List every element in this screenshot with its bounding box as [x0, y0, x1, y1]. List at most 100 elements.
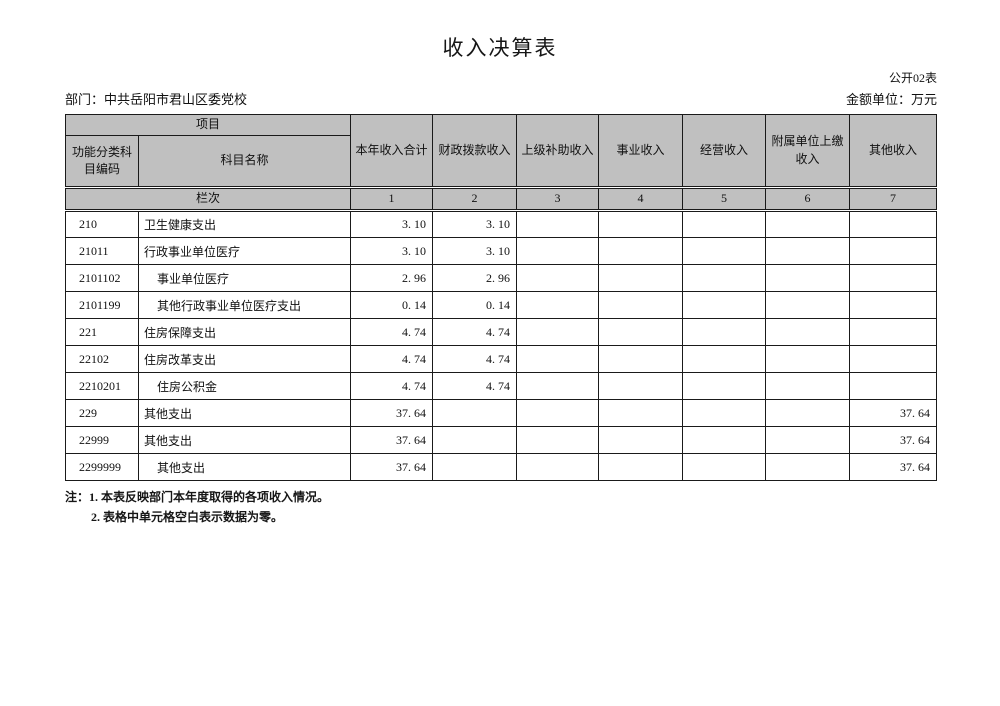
meta-line: 部门：中共岳阳市君山区委党校 金额单位：万元: [0, 89, 1000, 108]
row-value: [765, 372, 851, 400]
department-label: 部门：中共岳阳市君山区委党校: [65, 92, 248, 107]
row-value: [516, 237, 600, 265]
row-value: [432, 426, 518, 454]
row-value: 37. 64: [849, 426, 938, 454]
row-value: 37. 64: [350, 453, 434, 481]
row-value: [432, 453, 518, 481]
row-value: 2. 96: [350, 264, 434, 292]
row-value: [682, 399, 767, 427]
row-value: [765, 318, 851, 346]
row-value: [682, 237, 767, 265]
table-body: 210 卫生健康支出 3. 10 3. 10 21011 行政事业单位医疗 3.…: [65, 210, 938, 481]
header-row-band: 栏次: [64, 186, 352, 212]
row-function-code: 2101102: [65, 264, 139, 292]
header-subject-name: 科目名称: [137, 135, 352, 188]
row-value: [682, 210, 767, 238]
row-value: [598, 210, 684, 238]
row-function-code: 22102: [65, 345, 139, 373]
table-row: 221 住房保障支出 4. 74 4. 74: [65, 318, 938, 346]
row-value: 37. 64: [849, 399, 938, 427]
header-col-operating-income: 经营收入: [682, 114, 767, 188]
row-subject-name: 其他支出: [137, 453, 352, 481]
row-value: 0. 14: [432, 291, 518, 319]
header-col-superior-subsidy: 上级补助收入: [516, 114, 600, 188]
row-value: [765, 291, 851, 319]
row-value: 4. 74: [350, 345, 434, 373]
row-value: [598, 237, 684, 265]
row-value: 37. 64: [350, 399, 434, 427]
row-value: [849, 237, 938, 265]
row-value: 3. 10: [350, 237, 434, 265]
row-value: [598, 264, 684, 292]
row-value: [516, 210, 600, 238]
row-value: [516, 264, 600, 292]
table-row: 2299999 其他支出 37. 64 37. 64: [65, 453, 938, 481]
row-value: [516, 291, 600, 319]
row-value: [849, 345, 938, 373]
header-col-number: 1: [350, 186, 434, 212]
row-subject-name: 其他行政事业单位医疗支出: [137, 291, 352, 319]
header-col-subordinate-remittance: 附属单位上缴收入: [765, 114, 851, 188]
row-function-code: 2210201: [65, 372, 139, 400]
header-function-code: 功能分类科目编码: [65, 135, 139, 188]
row-subject-name: 住房改革支出: [137, 345, 352, 373]
row-subject-name: 行政事业单位医疗: [137, 237, 352, 265]
row-value: 3. 10: [432, 210, 518, 238]
header-col-fiscal-appropriation: 财政拨款收入: [432, 114, 518, 188]
table-row: 2101199 其他行政事业单位医疗支出 0. 14 0. 14: [65, 291, 938, 319]
footnote-1: 注：1. 本表反映部门本年度取得的各项收入情况。: [65, 490, 330, 504]
row-value: 4. 74: [432, 318, 518, 346]
footnotes: 注：1. 本表反映部门本年度取得的各项收入情况。 2. 表格中单元格空白表示数据…: [65, 487, 1000, 527]
row-value: [598, 453, 684, 481]
row-value: [765, 237, 851, 265]
row-value: [765, 264, 851, 292]
row-value: [598, 399, 684, 427]
amount-unit-label: 金额单位：万元: [845, 92, 937, 107]
row-value: [598, 345, 684, 373]
header-col-number: 4: [598, 186, 684, 212]
header-col-other-income: 其他收入: [849, 114, 938, 188]
header-project: 项目: [64, 114, 352, 136]
header-col-number: 6: [765, 186, 851, 212]
header-col-number: 2: [432, 186, 518, 212]
row-function-code: 221: [65, 318, 139, 346]
row-value: [682, 291, 767, 319]
row-function-code: 210: [65, 210, 139, 238]
table-row: 2210201 住房公积金 4. 74 4. 74: [65, 372, 938, 400]
row-function-code: 22999: [65, 426, 139, 454]
row-value: [765, 399, 851, 427]
row-value: 37. 64: [350, 426, 434, 454]
table-row: 210 卫生健康支出 3. 10 3. 10: [65, 210, 938, 238]
table-code-label: 公开02表: [888, 71, 937, 85]
row-value: 4. 74: [432, 345, 518, 373]
row-value: 4. 74: [350, 318, 434, 346]
row-subject-name: 事业单位医疗: [137, 264, 352, 292]
income-final-accounts-table: 项目 本年收入合计 财政拨款收入 上级补助收入 事业收入 经营收入 附属单位上缴…: [64, 114, 938, 481]
header-col-number: 5: [682, 186, 767, 212]
row-subject-name: 其他支出: [137, 399, 352, 427]
row-subject-name: 其他支出: [137, 426, 352, 454]
row-value: [516, 345, 600, 373]
row-value: 3. 10: [350, 210, 434, 238]
row-subject-name: 住房保障支出: [137, 318, 352, 346]
page-title: 收入决算表: [442, 36, 558, 60]
row-value: [765, 453, 851, 481]
table-row: 21011 行政事业单位医疗 3. 10 3. 10: [65, 237, 938, 265]
table-header: 项目 本年收入合计 财政拨款收入 上级补助收入 事业收入 经营收入 附属单位上缴…: [64, 114, 938, 212]
row-value: [432, 399, 518, 427]
row-function-code: 21011: [65, 237, 139, 265]
row-value: [598, 291, 684, 319]
table-row: 22102 住房改革支出 4. 74 4. 74: [65, 345, 938, 373]
row-value: [598, 318, 684, 346]
row-value: 0. 14: [350, 291, 434, 319]
row-value: [516, 426, 600, 454]
row-function-code: 229: [65, 399, 139, 427]
table-row: 229 其他支出 37. 64 37. 64: [65, 399, 938, 427]
row-value: [682, 345, 767, 373]
row-value: 37. 64: [849, 453, 938, 481]
row-value: 2. 96: [432, 264, 518, 292]
row-value: 4. 74: [350, 372, 434, 400]
row-value: [765, 345, 851, 373]
row-value: [849, 264, 938, 292]
row-subject-name: 住房公积金: [137, 372, 352, 400]
